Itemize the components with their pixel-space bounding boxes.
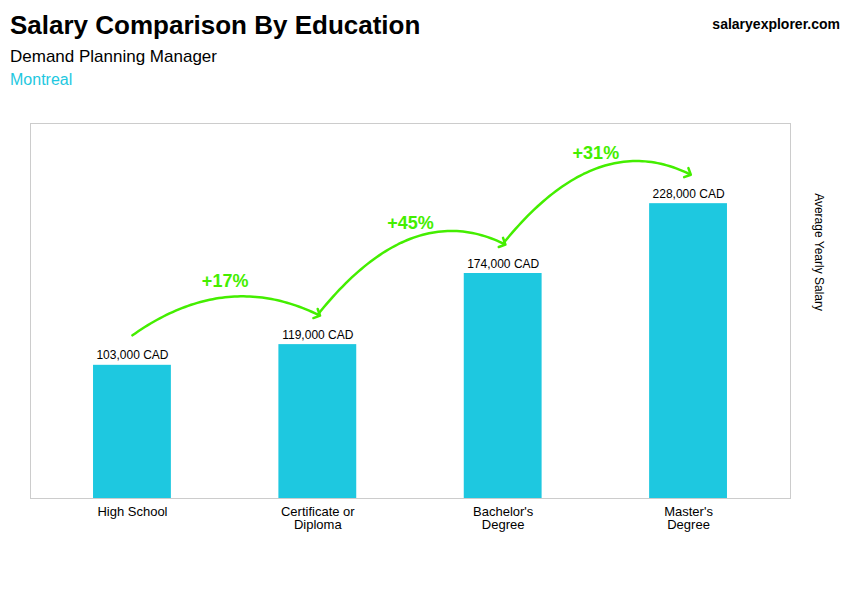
svg-text:174,000 CAD: 174,000 CAD: [467, 257, 539, 271]
svg-text:Master'sDegree: Master'sDegree: [664, 504, 713, 532]
svg-text:+45%: +45%: [387, 213, 434, 233]
svg-text:119,000 CAD: 119,000 CAD: [282, 328, 353, 342]
html-text:Demand Planning Manager: Demand Planning Manager: [10, 47, 217, 66]
html-text:Montreal: Montreal: [10, 71, 73, 88]
svg-text:+31%: +31%: [573, 143, 620, 163]
svg-text:High School: High School: [97, 504, 167, 519]
svg-text:103,000 CAD: 103,000 CAD: [96, 348, 168, 362]
svg-text:228,000 CAD: 228,000 CAD: [653, 187, 725, 201]
svg-text:+17%: +17%: [202, 271, 249, 291]
html-text:Salary Comparison By Education: Salary Comparison By Education: [10, 10, 421, 40]
svg-text:Bachelor'sDegree: Bachelor'sDegree: [473, 504, 534, 532]
svg-text:Average Yearly Salary: Average Yearly Salary: [812, 193, 826, 311]
svg-text:Certificate orDiploma: Certificate orDiploma: [281, 504, 355, 532]
html-text:salaryexplorer.com: salaryexplorer.com: [712, 16, 840, 32]
